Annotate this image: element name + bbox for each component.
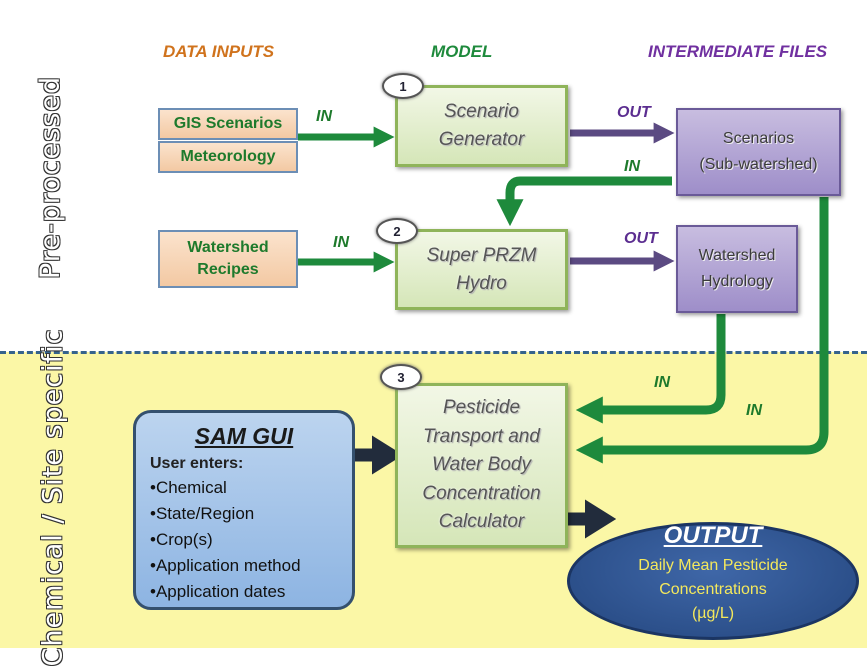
gui-item-state-region: •State/Region bbox=[150, 504, 255, 523]
label-pre-processed: Pre-processed bbox=[35, 75, 67, 280]
gui-item-application-method: •Application method bbox=[150, 556, 301, 575]
label-in-recipes: IN bbox=[333, 234, 349, 251]
label-in-gis: IN bbox=[316, 108, 332, 125]
gui-item-application-dates: •Application dates bbox=[150, 582, 286, 601]
header-model: MODEL bbox=[431, 42, 493, 61]
arrow-hydrology-to-calculator bbox=[575, 314, 726, 424]
sam-gui-subtitle: User enters: bbox=[150, 455, 244, 472]
input-watershed-recipes: Watershed Recipes bbox=[158, 230, 298, 288]
label-chemical-site-specific: Chemical / Site specific bbox=[37, 328, 69, 666]
arrow-scenarios-to-przm bbox=[496, 176, 672, 227]
model-calculator-label: Pesticide Transport and Water Body Conce… bbox=[422, 397, 541, 533]
model-super-przm-hydro: Super PRZM Hydro bbox=[395, 229, 568, 310]
model-scenario-generator-label: Scenario Generator bbox=[438, 101, 525, 150]
zone-divider bbox=[0, 351, 867, 354]
label-in-scenarios-to-przm: IN bbox=[624, 158, 640, 175]
file-scenarios-label: Scenarios (Sub-watershed) bbox=[699, 130, 818, 173]
gui-item-chemical: •Chemical bbox=[150, 478, 227, 497]
input-meteorology-label: Meteorology bbox=[180, 148, 276, 165]
label-in-hydrology: IN bbox=[654, 374, 670, 391]
input-watershed-recipes-label: Watershed Recipes bbox=[187, 239, 269, 278]
header-intermediate-files: INTERMEDIATE FILES bbox=[648, 42, 828, 61]
header-data-inputs: DATA INPUTS bbox=[163, 42, 275, 61]
file-watershed-hydrology: Watershed Hydrology bbox=[676, 225, 798, 313]
model-scenario-generator: Scenario Generator bbox=[395, 85, 568, 167]
output-title: OUTPUT bbox=[663, 522, 763, 549]
step-badge-1: 1 bbox=[382, 73, 424, 99]
sam-gui-title: SAM GUI bbox=[194, 423, 294, 449]
model-concentration-calculator: Pesticide Transport and Water Body Conce… bbox=[395, 383, 568, 548]
step-badge-2: 2 bbox=[376, 218, 418, 244]
arrow-scenarios-to-calculator bbox=[575, 197, 829, 464]
file-hydrology-label: Watershed Hydrology bbox=[698, 247, 776, 290]
input-gis-label: GIS Scenarios bbox=[173, 115, 283, 132]
sam-gui-box: SAM GUI User enters: •Chemical •State/Re… bbox=[133, 410, 355, 610]
model-super-przm-label: Super PRZM Hydro bbox=[426, 244, 537, 294]
file-scenarios-sub-watershed: Scenarios (Sub-watershed) bbox=[676, 108, 841, 196]
gui-item-crops: •Crop(s) bbox=[150, 530, 213, 549]
input-meteorology: Meteorology bbox=[158, 141, 298, 173]
input-gis-scenarios: GIS Scenarios bbox=[158, 108, 298, 140]
output-text: Daily Mean Pesticide Concentrations (µg/… bbox=[638, 557, 788, 622]
label-in-scenarios-to-calc: IN bbox=[746, 402, 762, 419]
label-out-hydrology: OUT bbox=[624, 230, 658, 247]
output-ellipse: OUTPUT Daily Mean Pesticide Concentratio… bbox=[567, 522, 859, 640]
label-out-scenarios: OUT bbox=[617, 104, 651, 121]
step-badge-3: 3 bbox=[380, 364, 422, 390]
